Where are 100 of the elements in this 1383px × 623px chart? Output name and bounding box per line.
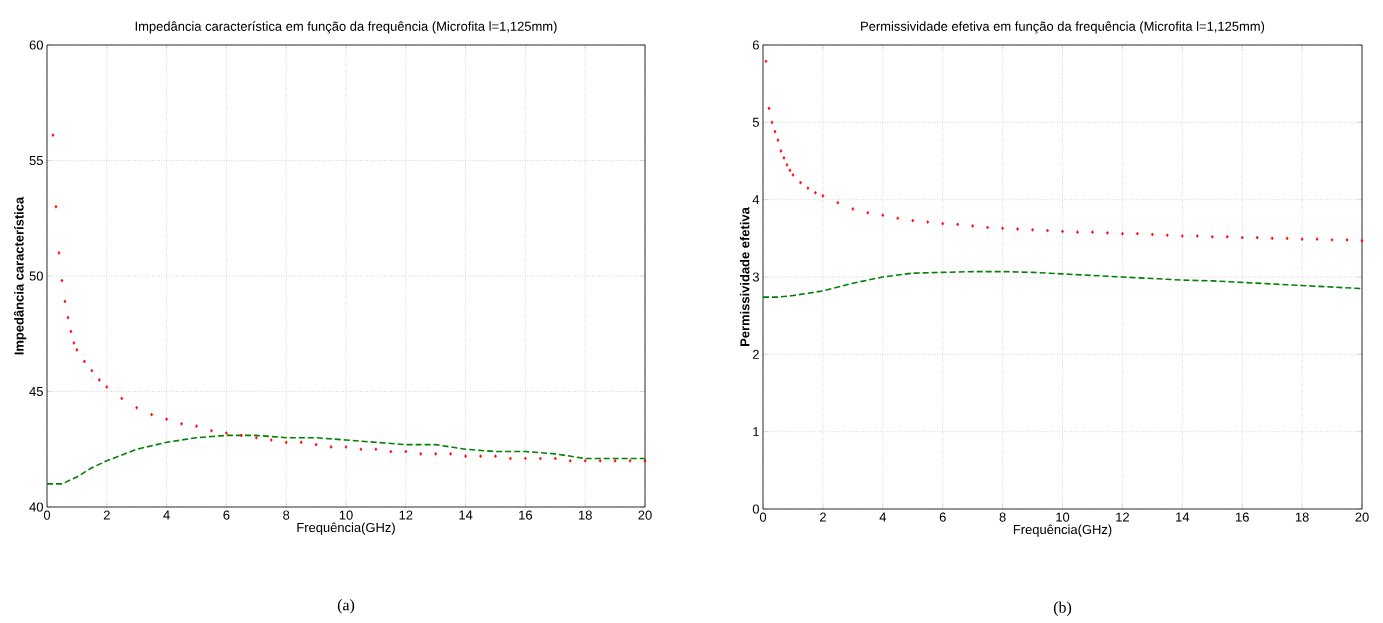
y-tick-label: 4 bbox=[752, 195, 760, 205]
point bbox=[82, 359, 86, 364]
point bbox=[195, 424, 198, 428]
y-tick-label: 1 bbox=[753, 427, 759, 437]
x-tick-label: 16 bbox=[1236, 512, 1249, 522]
point bbox=[1106, 231, 1109, 235]
x-tick-label: 6 bbox=[939, 512, 946, 522]
text: (b) bbox=[1053, 601, 1072, 616]
point bbox=[1016, 227, 1019, 231]
point bbox=[299, 440, 303, 445]
point bbox=[63, 299, 67, 304]
x-tick-label: 8 bbox=[283, 510, 290, 520]
point bbox=[788, 168, 792, 173]
point bbox=[344, 445, 348, 449]
point bbox=[1061, 229, 1064, 234]
point bbox=[598, 459, 602, 463]
point bbox=[150, 412, 154, 417]
y-axis-title: Permissividade efetiva bbox=[739, 207, 750, 346]
point bbox=[1240, 235, 1244, 240]
x-tick-label: 16 bbox=[519, 510, 533, 520]
point bbox=[911, 218, 915, 223]
y-tick-label: 45 bbox=[29, 386, 43, 397]
point bbox=[1076, 230, 1079, 234]
point bbox=[494, 454, 497, 458]
y-tick-label: 3 bbox=[752, 272, 759, 282]
x-tick-label: 10 bbox=[1056, 512, 1070, 522]
x-axis-title: Frequência(GHz) bbox=[1013, 524, 1112, 537]
point bbox=[764, 59, 768, 64]
point bbox=[180, 422, 183, 426]
point bbox=[776, 138, 780, 142]
point bbox=[821, 194, 825, 198]
point bbox=[329, 445, 333, 449]
point bbox=[524, 456, 527, 461]
point bbox=[90, 368, 94, 373]
point bbox=[374, 447, 378, 452]
point bbox=[72, 341, 76, 345]
point bbox=[583, 459, 587, 463]
point bbox=[836, 200, 840, 205]
point bbox=[509, 456, 512, 461]
point bbox=[120, 396, 124, 401]
point bbox=[628, 459, 632, 463]
point bbox=[1345, 238, 1349, 242]
x-tick-label: 4 bbox=[163, 510, 170, 520]
point bbox=[643, 459, 647, 463]
point bbox=[553, 456, 557, 461]
point bbox=[1210, 234, 1214, 239]
x-tick-label: 12 bbox=[399, 510, 413, 520]
text: (a) bbox=[337, 599, 355, 614]
point bbox=[97, 378, 101, 382]
point bbox=[60, 278, 64, 283]
point bbox=[269, 438, 273, 442]
point bbox=[210, 428, 213, 433]
point bbox=[814, 190, 817, 195]
point bbox=[434, 452, 438, 456]
point bbox=[779, 149, 783, 153]
y-tick-label: 6 bbox=[752, 40, 759, 50]
x-tick-label: 20 bbox=[638, 510, 652, 520]
point bbox=[613, 459, 617, 463]
point bbox=[51, 133, 55, 137]
point bbox=[1300, 237, 1304, 241]
x-tick-label: 4 bbox=[879, 512, 887, 522]
y-axis-title: Impedância característica bbox=[13, 196, 27, 355]
point bbox=[54, 204, 58, 209]
point bbox=[1255, 235, 1259, 240]
point bbox=[806, 186, 810, 190]
y-tick-label: 5 bbox=[752, 117, 759, 127]
point bbox=[767, 106, 771, 111]
point bbox=[926, 220, 930, 224]
point bbox=[314, 442, 318, 447]
point bbox=[971, 224, 975, 228]
chart-title: Permissividade efetiva em função da frequência (Microfita l=1,125mm) bbox=[861, 21, 1265, 34]
point bbox=[69, 329, 73, 334]
point bbox=[1135, 231, 1139, 236]
x-tick-label: 14 bbox=[1176, 512, 1190, 522]
x-tick-label: 2 bbox=[103, 510, 110, 520]
x-tick-label: 18 bbox=[1295, 512, 1309, 522]
point bbox=[866, 211, 870, 215]
point bbox=[1270, 236, 1274, 241]
y-tick-label: 55 bbox=[29, 155, 43, 166]
point bbox=[57, 251, 61, 255]
point bbox=[75, 348, 79, 352]
point bbox=[881, 213, 885, 217]
point bbox=[1046, 228, 1049, 233]
x-tick-label: 8 bbox=[999, 512, 1006, 522]
x-tick-label: 10 bbox=[339, 510, 353, 520]
point bbox=[225, 431, 228, 435]
point bbox=[165, 417, 168, 422]
point bbox=[896, 216, 900, 221]
point bbox=[135, 405, 139, 410]
point bbox=[785, 163, 789, 167]
point bbox=[404, 449, 408, 454]
y-tick-label: 40 bbox=[29, 502, 43, 512]
point bbox=[1180, 234, 1184, 238]
point bbox=[1360, 238, 1364, 243]
x-tick-label: 0 bbox=[43, 510, 51, 520]
point bbox=[568, 459, 572, 463]
x-tick-label: 20 bbox=[1355, 512, 1369, 522]
point bbox=[1150, 232, 1154, 237]
point bbox=[791, 173, 795, 177]
point bbox=[389, 449, 393, 454]
